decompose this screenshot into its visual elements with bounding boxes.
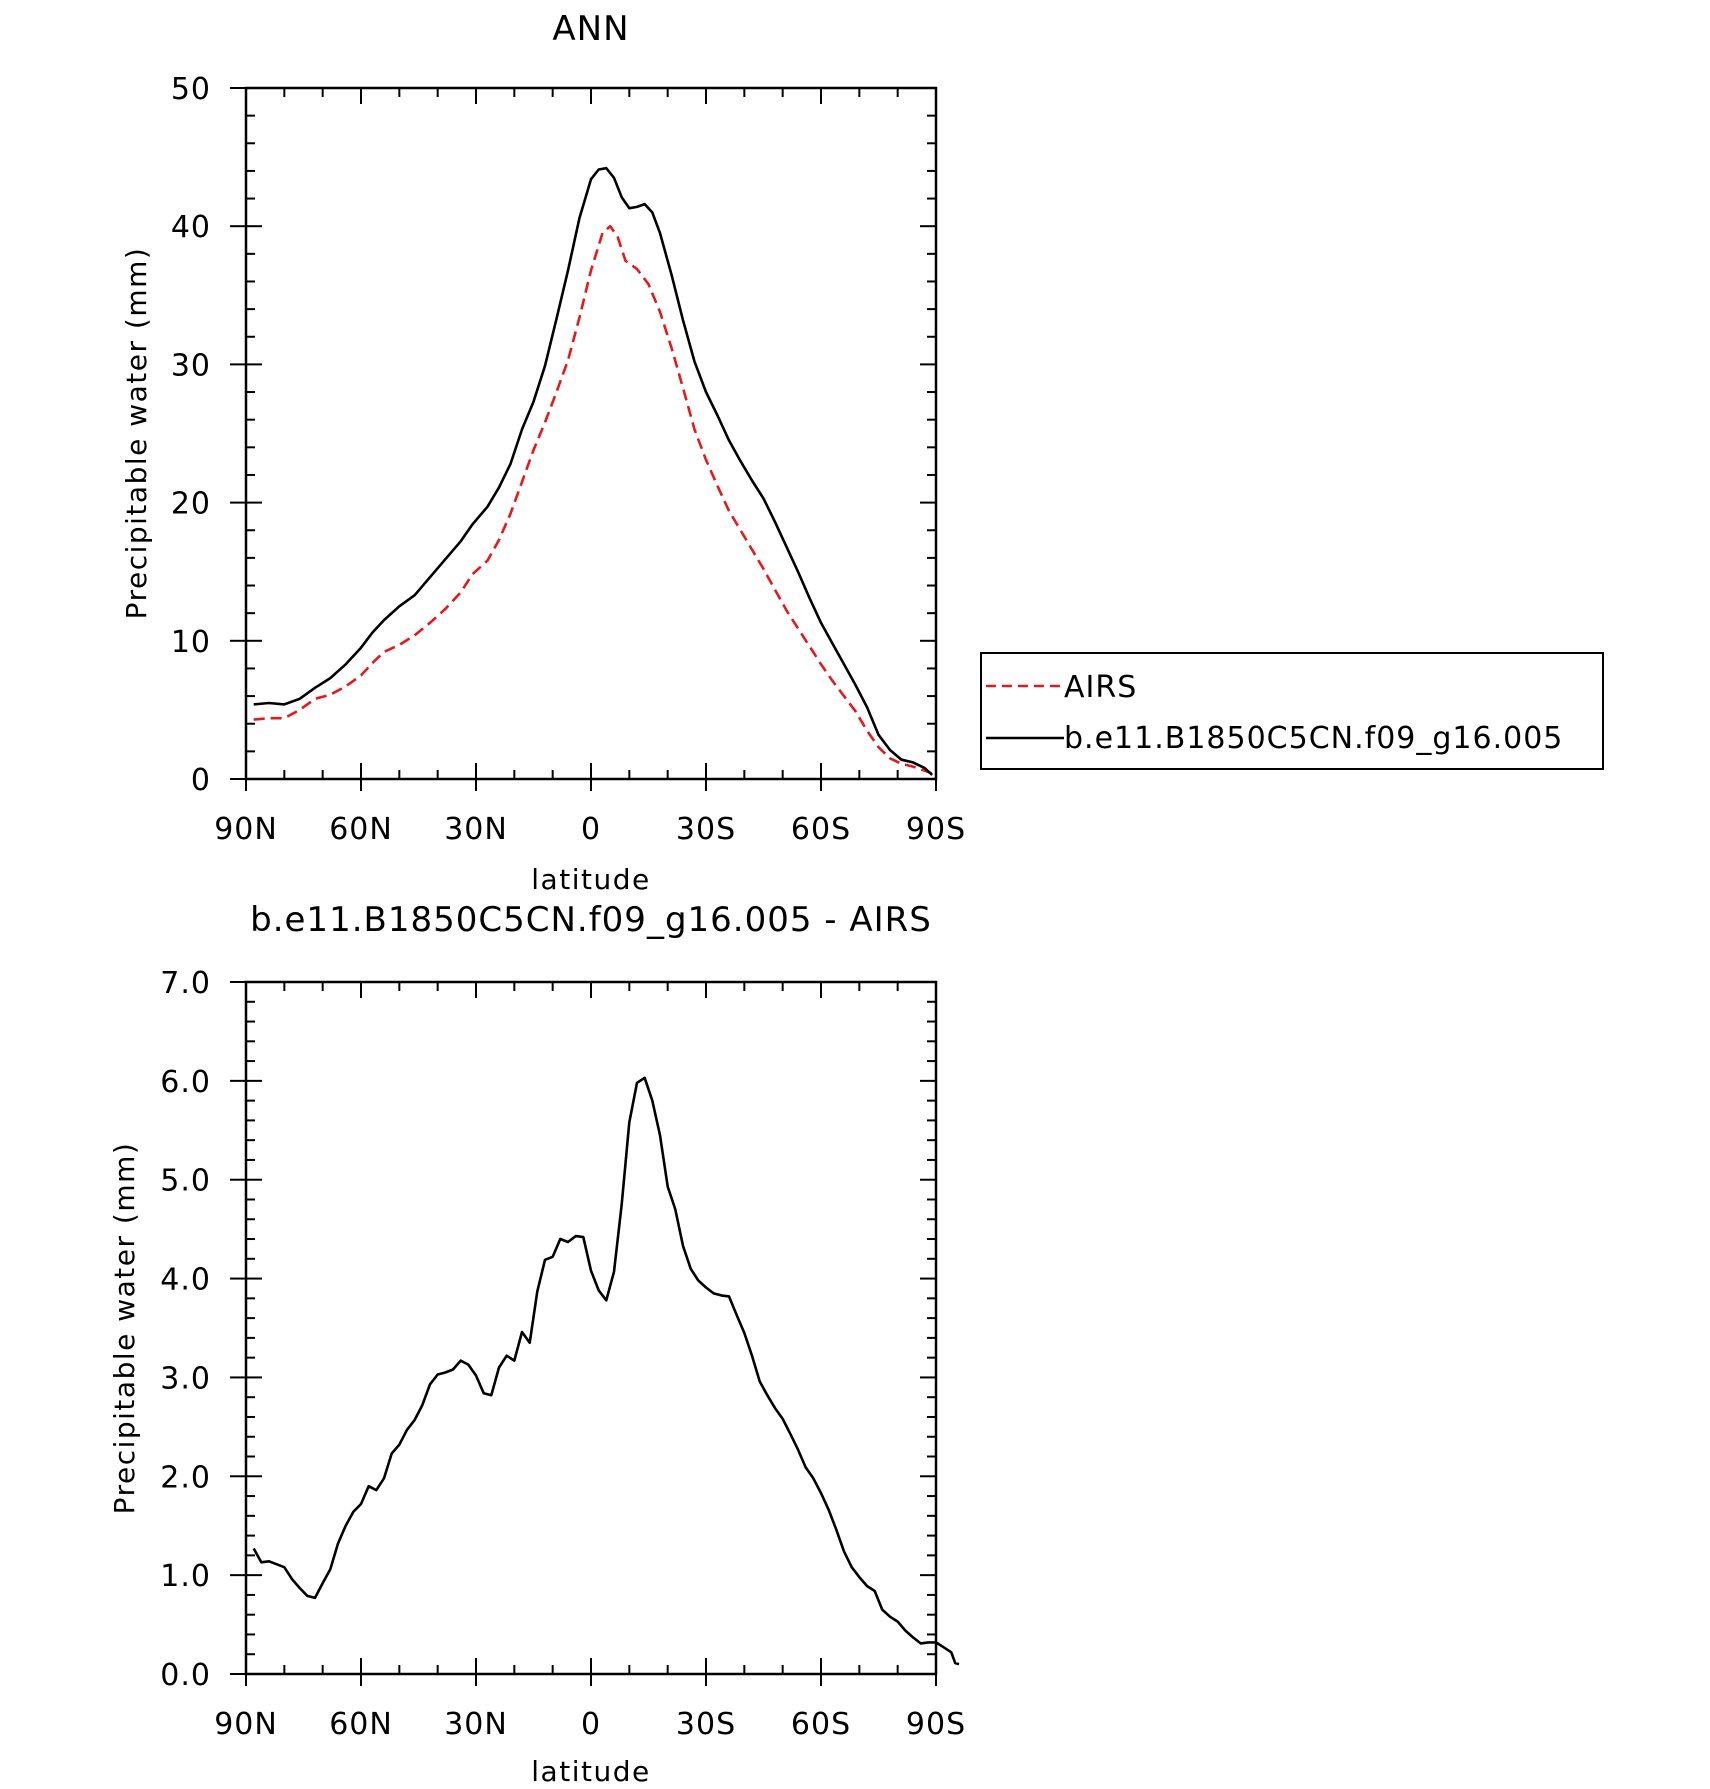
- y-tick-label: 30: [171, 348, 211, 383]
- legend-box: [980, 652, 1604, 770]
- top-series-group: [253, 166, 934, 776]
- x-tick-label: 60N: [329, 1707, 393, 1742]
- y-tick-label: 5.0: [160, 1164, 211, 1199]
- x-tick-label: 30S: [676, 812, 736, 847]
- top-y-axis-label: Precipitable water (mm): [120, 247, 153, 620]
- y-tick-label: 10: [171, 625, 211, 660]
- series-line-AIRS: [253, 224, 933, 775]
- y-tick-label: 40: [171, 210, 211, 245]
- y-tick-label: 2.0: [160, 1460, 211, 1495]
- x-tick-label: 60S: [791, 812, 851, 847]
- bottom-y-tick-labels: 0.0 1.0 2.0 3.0 4.0 5.0 6.0 7.0: [160, 966, 211, 1693]
- series-line-0: [252, 1076, 960, 1666]
- bottom-chart-title: b.e11.B1850C5CN.f09_g16.005 - AIRS: [250, 900, 932, 940]
- x-tick-label: 60N: [329, 812, 393, 847]
- x-tick-label: 30N: [444, 812, 508, 847]
- top-y-tick-labels: 0 10 20 30 40 50: [171, 72, 211, 798]
- top-x-axis-label: latitude: [531, 863, 650, 896]
- y-tick-label: 6.0: [160, 1065, 211, 1100]
- top-plot-frame: [244, 86, 938, 781]
- top-axis-ticks: [230, 87, 937, 791]
- y-tick-label: 3.0: [160, 1361, 211, 1396]
- x-tick-label: 90S: [906, 812, 966, 847]
- y-tick-label: 0.0: [160, 1658, 211, 1693]
- x-tick-label: 30N: [444, 1707, 508, 1742]
- bottom-series-group: [252, 1076, 960, 1666]
- bottom-y-axis-label: Precipitable water (mm): [108, 1142, 141, 1515]
- top-chart-title: ANN: [552, 9, 629, 49]
- x-tick-label: 60S: [791, 1707, 851, 1742]
- bottom-x-tick-labels: 90N 60N 30N 0 30S 60S 90S: [214, 1707, 966, 1742]
- legend: AIRS b.e11.B1850C5CN.f09_g16.005: [980, 652, 1604, 770]
- top-x-tick-labels: 90N 60N 30N 0 30S 60S 90S: [214, 812, 966, 847]
- y-tick-label: 7.0: [160, 966, 211, 1001]
- x-tick-label: 0: [581, 812, 601, 847]
- bottom-plot-frame: [244, 980, 938, 1676]
- bottom-panel: b.e11.B1850C5CN.f09_g16.005 - AIRS 90N 60…: [108, 900, 966, 1788]
- bottom-axis-ticks: [230, 981, 937, 1686]
- y-tick-label: 20: [171, 487, 211, 522]
- legend-airs-label: AIRS: [1064, 670, 1137, 705]
- x-tick-label: 90N: [214, 812, 278, 847]
- top-panel: ANN 90N 60N 30N 0 30S 60S 90S 0 10 20 30 40 50 lati…: [120, 9, 966, 896]
- y-tick-label: 0: [191, 763, 211, 798]
- y-tick-label: 50: [171, 72, 211, 107]
- x-tick-label: 90N: [214, 1707, 278, 1742]
- x-tick-label: 0: [581, 1707, 601, 1742]
- series-line-b.e11.B1850C5CN.f09_g16.005: [253, 166, 934, 776]
- y-tick-label: 4.0: [160, 1263, 211, 1298]
- y-tick-label: 1.0: [160, 1559, 211, 1594]
- legend-model-label: b.e11.B1850C5CN.f09_g16.005: [1064, 721, 1563, 756]
- x-tick-label: 90S: [906, 1707, 966, 1742]
- bottom-x-axis-label: latitude: [531, 1755, 650, 1788]
- x-tick-label: 30S: [676, 1707, 736, 1742]
